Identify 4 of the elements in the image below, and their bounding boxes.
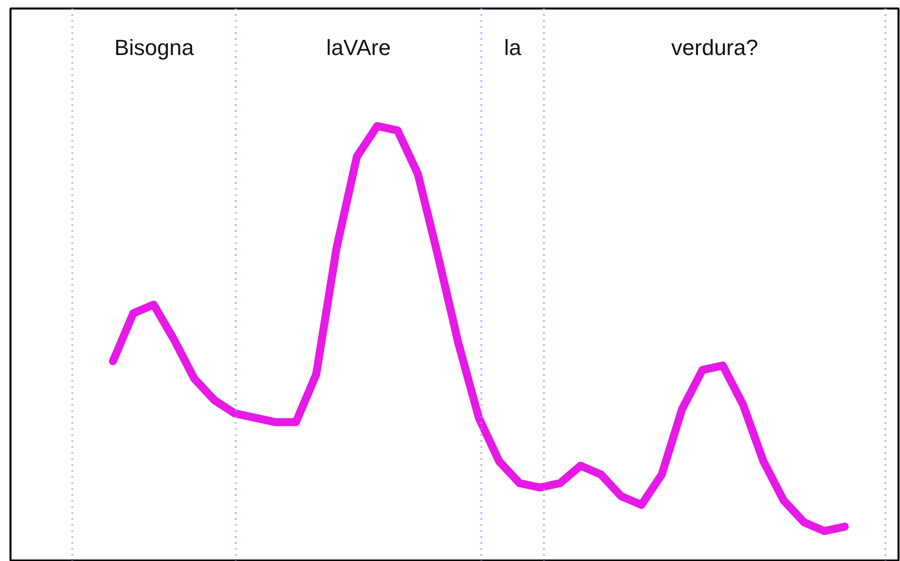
text: laVAre: [326, 35, 391, 60]
text: verdura?: [671, 35, 758, 60]
text: la: [504, 35, 522, 60]
text: Bisogna: [114, 35, 195, 60]
